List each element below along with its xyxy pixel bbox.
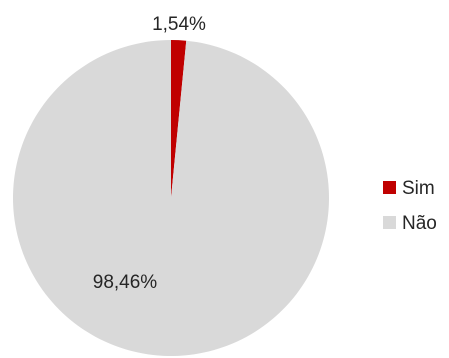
pie-slice-nao	[13, 40, 330, 356]
legend-swatch-sim	[383, 181, 396, 194]
legend-label-sim: Sim	[402, 178, 435, 199]
legend-label-nao: Não	[402, 213, 437, 234]
pie-slices	[13, 40, 330, 356]
legend-swatch-nao	[383, 216, 396, 229]
legend: Sim Não	[383, 178, 437, 234]
pie-slice-sim	[171, 40, 187, 198]
data-label-nao: 98,46%	[93, 272, 158, 293]
data-label-sim: 1,54%	[152, 14, 206, 35]
